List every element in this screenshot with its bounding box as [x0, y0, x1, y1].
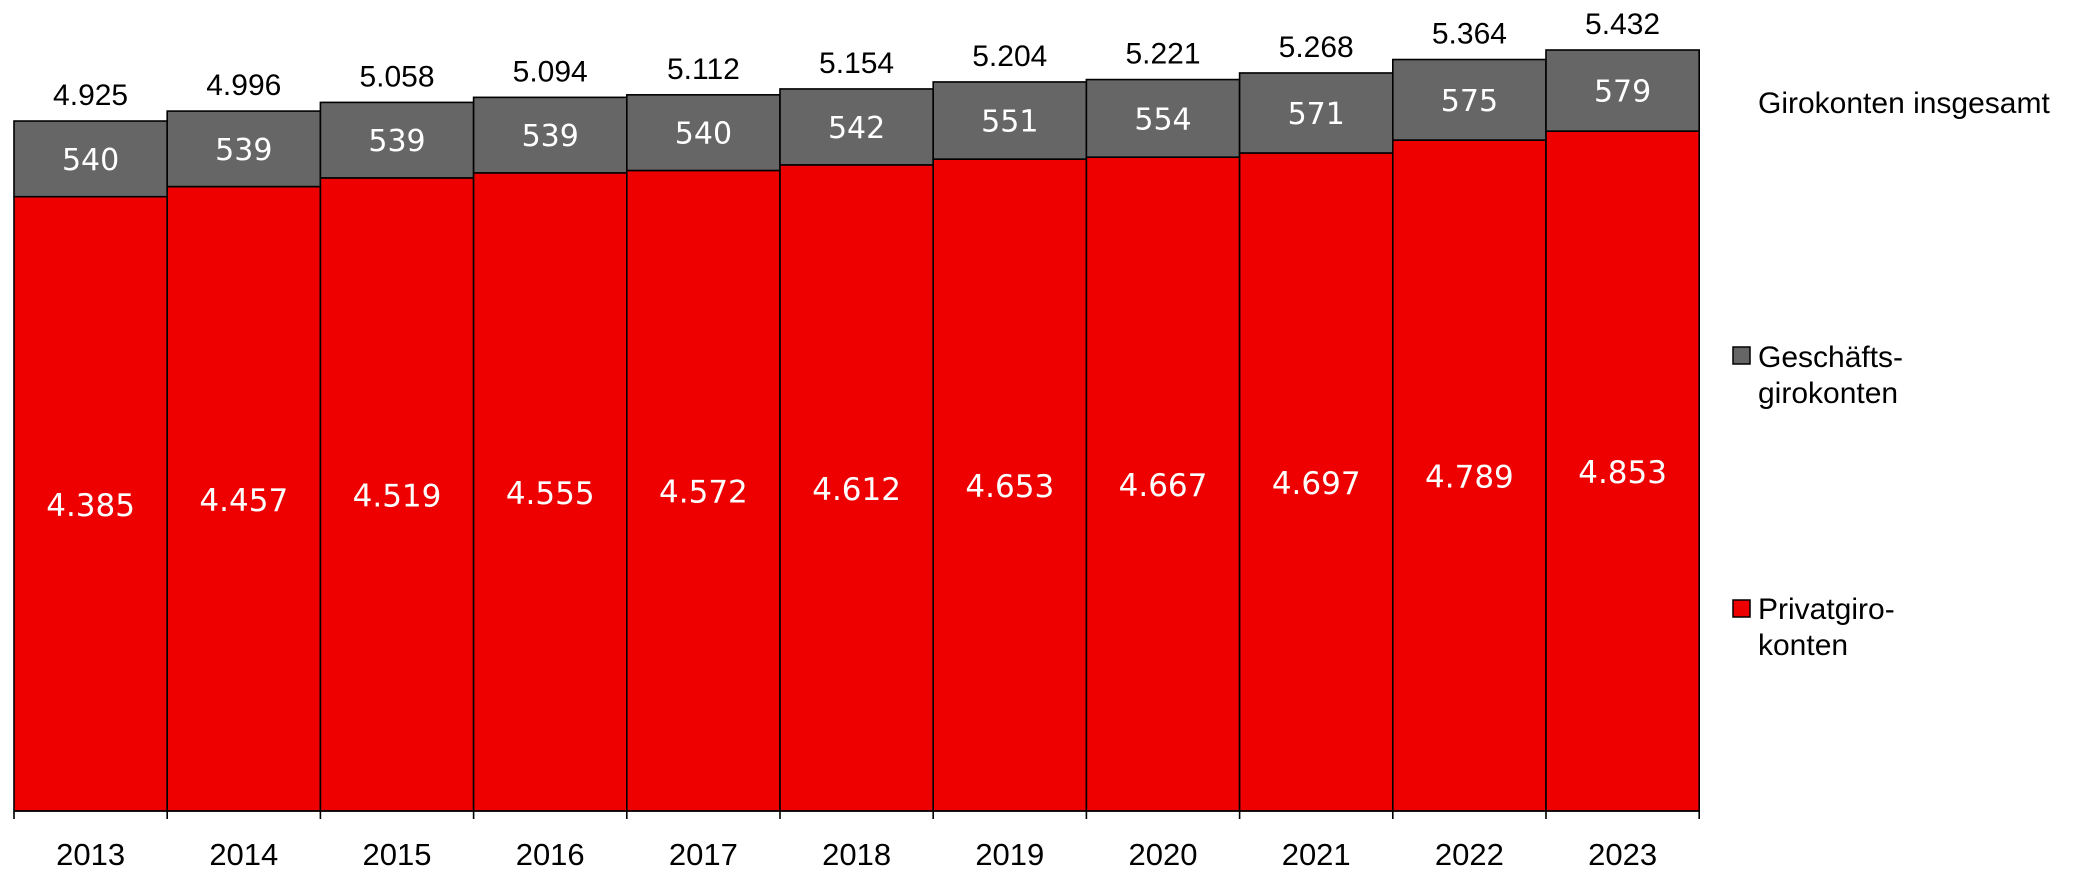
bar-privatgirokonten-2023	[1545, 130, 1700, 812]
data-label-privatgirokonten-2018: 4.612	[812, 472, 901, 508]
total-label-2014: 4.996	[206, 69, 281, 102]
bar-geschaeftsgirokonten-2020	[1085, 78, 1241, 158]
bar-geschaeftsgirokonten-2021	[1238, 72, 1394, 154]
legend-swatch-geschaeftsgirokonten	[1732, 346, 1751, 365]
x-tick-label-2022: 2022	[1435, 837, 1504, 869]
data-label-geschaeftsgirokonten-2018: 542	[828, 111, 885, 146]
data-label-geschaeftsgirokonten-2020: 554	[1134, 102, 1191, 137]
x-tick-label-2019: 2019	[975, 837, 1044, 869]
legend-label-geschaeftsgirokonten-line1: Geschäfts-	[1758, 341, 1903, 374]
bar-privatgirokonten-2021	[1238, 152, 1394, 812]
legend-label-geschaeftsgirokonten-line2: girokonten	[1758, 377, 1898, 410]
bar-privatgirokonten-2016	[472, 172, 628, 812]
total-label-2015: 5.058	[359, 60, 434, 93]
legend-label-privatgirokonten-line1: Privatgiro-	[1758, 593, 1895, 626]
data-label-geschaeftsgirokonten-2019: 551	[981, 105, 1038, 140]
total-label-2023: 5.432	[1585, 8, 1660, 41]
total-label-2017: 5.112	[667, 53, 740, 86]
x-tick-label-2023: 2023	[1588, 837, 1657, 869]
total-label-2016: 5.094	[513, 55, 588, 88]
bar-geschaeftsgirokonten-2019	[932, 81, 1088, 160]
data-label-privatgirokonten-2022: 4.789	[1425, 460, 1514, 496]
x-tick-label-2015: 2015	[363, 837, 432, 869]
data-label-privatgirokonten-2016: 4.555	[506, 476, 595, 512]
x-axis: 2013 2014 2015 2016 2017 2018 2019 2020 2021 2022…	[13, 810, 1700, 869]
total-label-2013: 4.925	[53, 79, 128, 112]
data-label-privatgirokonten-2014: 4.457	[199, 483, 288, 519]
bar-privatgirokonten-2020	[1085, 156, 1241, 812]
data-label-privatgirokonten-2015: 4.519	[353, 478, 442, 514]
legend-swatch-privatgirokonten	[1732, 599, 1751, 618]
bar-privatgirokonten-2013	[13, 195, 168, 812]
data-label-privatgirokonten-2019: 4.653	[965, 469, 1054, 505]
bar-privatgirokonten-2015	[319, 177, 475, 812]
x-tick-label-2021: 2021	[1282, 837, 1351, 869]
data-label-geschaeftsgirokonten-2021: 571	[1288, 97, 1345, 132]
data-label-geschaeftsgirokonten-2013: 540	[62, 143, 119, 178]
data-label-geschaeftsgirokonten-2014: 539	[215, 133, 272, 168]
x-tick-label-2017: 2017	[669, 837, 738, 869]
total-label-2018: 5.154	[819, 47, 894, 80]
total-label-2022: 5.364	[1432, 18, 1507, 51]
bar-privatgirokonten-2019	[932, 158, 1088, 812]
bar-privatgirokonten-2022	[1392, 139, 1547, 812]
data-label-privatgirokonten-2020: 4.667	[1119, 468, 1208, 504]
data-label-geschaeftsgirokonten-2016: 539	[522, 119, 579, 154]
legend-label-privatgirokonten-line2: konten	[1758, 629, 1848, 662]
bar-geschaeftsgirokonten-2016	[472, 96, 628, 174]
bar-geschaeftsgirokonten-2023	[1545, 49, 1700, 132]
bar-geschaeftsgirokonten-2014	[166, 110, 322, 188]
data-label-geschaeftsgirokonten-2015: 539	[368, 124, 425, 159]
data-label-geschaeftsgirokonten-2023: 579	[1594, 75, 1651, 110]
bar-geschaeftsgirokonten-2015	[319, 101, 475, 179]
bar-geschaeftsgirokonten-2017	[625, 94, 781, 172]
total-label-2020: 5.221	[1125, 38, 1200, 71]
total-label-2019: 5.204	[972, 40, 1047, 73]
data-label-privatgirokonten-2021: 4.697	[1272, 466, 1361, 502]
x-tick-label-2016: 2016	[516, 837, 585, 869]
x-tick-label-2020: 2020	[1129, 837, 1198, 869]
legend: Girokonten insgesamt Geschäfts-girokonten…	[1732, 87, 2050, 662]
x-tick-label-2014: 2014	[209, 837, 278, 869]
data-label-geschaeftsgirokonten-2022: 575	[1441, 84, 1498, 119]
total-label-2021: 5.268	[1279, 31, 1354, 64]
x-tick-label-2013: 2013	[56, 837, 125, 869]
data-label-privatgirokonten-2023: 4.853	[1578, 455, 1667, 491]
data-label-privatgirokonten-2013: 4.385	[46, 488, 135, 524]
bar-geschaeftsgirokonten-2022	[1392, 58, 1547, 141]
data-label-geschaeftsgirokonten-2017: 540	[675, 117, 732, 152]
bar-geschaeftsgirokonten-2013	[13, 120, 168, 198]
bar-geschaeftsgirokonten-2018	[779, 88, 934, 166]
legend-label-girokonten-insgesamt: Girokonten insgesamt	[1758, 87, 2050, 120]
labels-layer: 4.385 540 4.925 4.457 539 4.996 4.519 539 5.058 4…	[46, 8, 1667, 524]
x-tick-label-2018: 2018	[822, 837, 891, 869]
bars-layer	[13, 49, 1700, 812]
data-label-privatgirokonten-2017: 4.572	[659, 475, 748, 511]
